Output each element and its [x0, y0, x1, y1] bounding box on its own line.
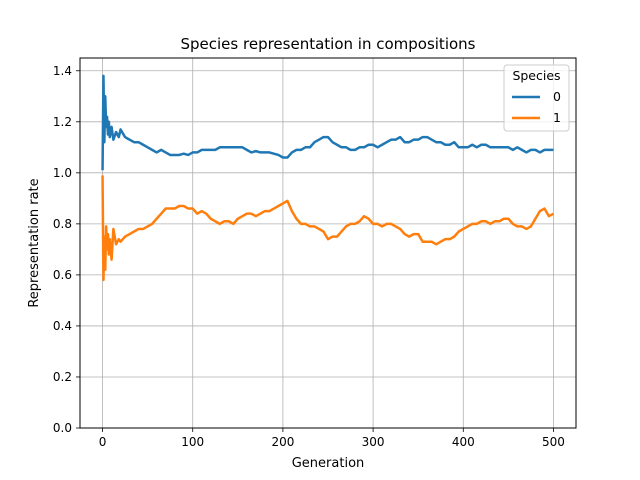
x-tick-label: 200 — [271, 435, 294, 449]
y-tick-label: 0.0 — [53, 421, 72, 435]
legend-label-series-1: 1 — [553, 110, 561, 125]
legend-title: Species — [512, 68, 560, 83]
x-tick-label: 400 — [452, 435, 475, 449]
legend-label-series-0: 0 — [553, 89, 561, 104]
grid — [80, 58, 576, 429]
y-tick-label: 0.2 — [53, 370, 72, 384]
y-tick-label: 1.0 — [53, 166, 72, 180]
series-line-1 — [101, 175, 555, 282]
series-lines — [101, 74, 555, 282]
x-tick-label: 0 — [99, 435, 107, 449]
legend: Species 0 1 — [503, 64, 570, 132]
x-tick-label: 100 — [181, 435, 204, 449]
series-line-0 — [101, 74, 554, 171]
x-tick-label: 500 — [542, 435, 565, 449]
x-tick-label: 300 — [362, 435, 385, 449]
y-tick-label: 0.4 — [53, 319, 72, 333]
y-tick-label: 0.6 — [53, 268, 72, 282]
y-tick-label: 0.8 — [53, 217, 72, 231]
x-axis-label: Generation — [292, 456, 365, 471]
axis-ticks: 0 100 200 300 400 500 0.0 0.2 0.4 0.6 0.8 1.0 1.2 1.4 — [53, 64, 565, 449]
y-tick-label: 1.4 — [53, 64, 72, 78]
chart-title: Species representation in compositions — [181, 35, 476, 53]
plot-frame — [79, 57, 577, 429]
y-tick-label: 1.2 — [53, 115, 72, 129]
y-axis-label: Representation rate — [27, 178, 42, 307]
